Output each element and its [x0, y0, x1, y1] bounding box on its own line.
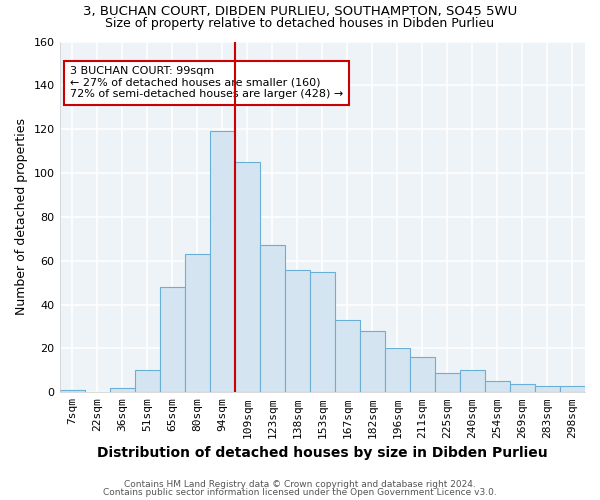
Bar: [410, 357, 435, 392]
Bar: [485, 382, 510, 392]
Bar: [360, 331, 385, 392]
Bar: [209, 132, 235, 392]
Bar: [385, 348, 410, 393]
Text: 3 BUCHAN COURT: 99sqm
← 27% of detached houses are smaller (160)
72% of semi-det: 3 BUCHAN COURT: 99sqm ← 27% of detached …: [70, 66, 343, 100]
Bar: [435, 372, 460, 392]
Bar: [185, 254, 209, 392]
Bar: [510, 384, 535, 392]
Bar: [134, 370, 160, 392]
Bar: [535, 386, 560, 392]
X-axis label: Distribution of detached houses by size in Dibden Purlieu: Distribution of detached houses by size …: [97, 446, 548, 460]
Bar: [285, 270, 310, 392]
Bar: [560, 386, 585, 392]
Bar: [110, 388, 134, 392]
Text: Size of property relative to detached houses in Dibden Purlieu: Size of property relative to detached ho…: [106, 18, 494, 30]
Text: Contains HM Land Registry data © Crown copyright and database right 2024.: Contains HM Land Registry data © Crown c…: [124, 480, 476, 489]
Bar: [59, 390, 85, 392]
Bar: [260, 246, 285, 392]
Bar: [235, 162, 260, 392]
Bar: [160, 287, 185, 393]
Bar: [310, 272, 335, 392]
Bar: [335, 320, 360, 392]
Text: 3, BUCHAN COURT, DIBDEN PURLIEU, SOUTHAMPTON, SO45 5WU: 3, BUCHAN COURT, DIBDEN PURLIEU, SOUTHAM…: [83, 5, 517, 18]
Bar: [460, 370, 485, 392]
Text: Contains public sector information licensed under the Open Government Licence v3: Contains public sector information licen…: [103, 488, 497, 497]
Y-axis label: Number of detached properties: Number of detached properties: [15, 118, 28, 316]
